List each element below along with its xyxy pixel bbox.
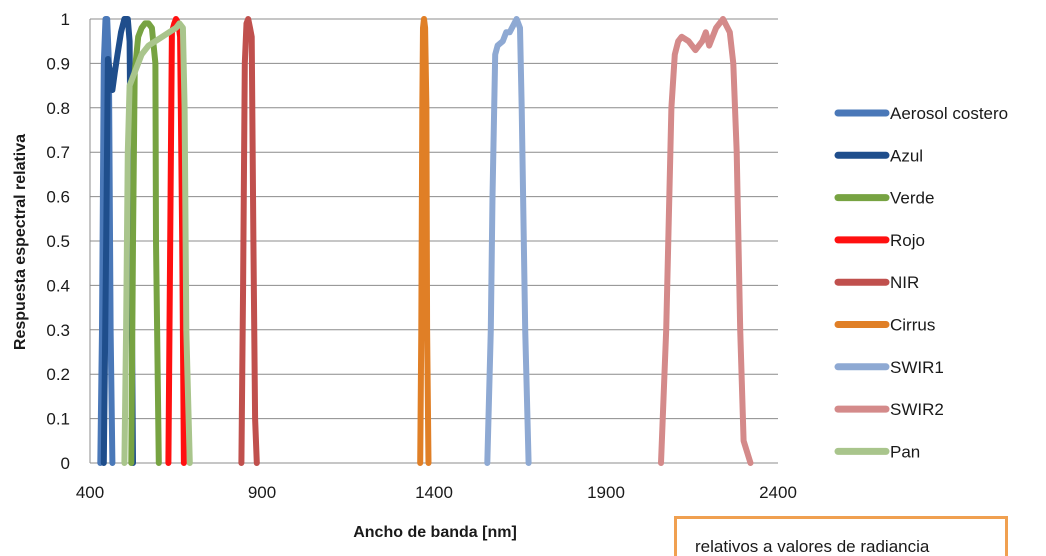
y-tick-label: 0.7 — [46, 143, 70, 162]
x-tick-label: 900 — [248, 483, 276, 502]
series-line-2 — [128, 20, 162, 466]
note-text: relativos a valores de radiancia — [695, 537, 930, 556]
y-tick-label: 0 — [61, 454, 70, 473]
x-tick-label: 2400 — [759, 483, 797, 502]
legend-label: Rojo — [890, 231, 925, 250]
legend-label: Azul — [890, 146, 923, 165]
series-line-5 — [417, 16, 432, 466]
y-tick-label: 0.2 — [46, 365, 70, 384]
legend-label: NIR — [890, 273, 919, 292]
legend: Aerosol costero Azul Verde Rojo NIR Cirrus SWI… — [834, 104, 1008, 461]
series-line-3 — [165, 16, 187, 466]
series-line-1 — [100, 16, 136, 466]
y-tick-label: 0.8 — [46, 99, 70, 118]
x-tick-label: 1900 — [587, 483, 625, 502]
legend-label: SWIR2 — [890, 400, 944, 419]
legend-label: Pan — [890, 442, 920, 461]
x-tick-label: 1400 — [415, 483, 453, 502]
y-tick-label: 0.1 — [46, 410, 70, 429]
x-tick-label: 400 — [76, 483, 104, 502]
series-line-0 — [97, 16, 116, 466]
x-tick-labels: 400 900 1400 1900 2400 — [76, 483, 797, 502]
legend-label: Aerosol costero — [890, 104, 1008, 123]
series-line-8 — [121, 20, 193, 466]
x-axis-title: Ancho de banda [nm] — [353, 524, 517, 541]
gridlines — [89, 18, 778, 464]
series-lines — [97, 16, 754, 466]
legend-label: Verde — [890, 189, 934, 208]
y-tick-labels: 0 0.1 0.2 0.3 0.4 0.5 0.6 0.7 0.8 0.9 1 — [46, 10, 70, 473]
y-tick-label: 0.3 — [46, 321, 70, 340]
y-tick-label: 1 — [61, 10, 70, 29]
y-tick-label: 0.4 — [46, 276, 70, 295]
y-tick-label: 0.6 — [46, 188, 70, 207]
y-tick-label: 0.9 — [46, 54, 70, 73]
series-line-6 — [484, 16, 532, 466]
y-tick-label: 0.5 — [46, 232, 70, 251]
legend-label: SWIR1 — [890, 358, 944, 377]
y-axis-title: Respuesta espectral relativa — [12, 134, 29, 350]
legend-label: Cirrus — [890, 316, 935, 335]
note-box: relativos a valores de radiancia — [674, 516, 1008, 556]
series-line-4 — [238, 16, 260, 466]
series-line-7 — [658, 16, 754, 466]
